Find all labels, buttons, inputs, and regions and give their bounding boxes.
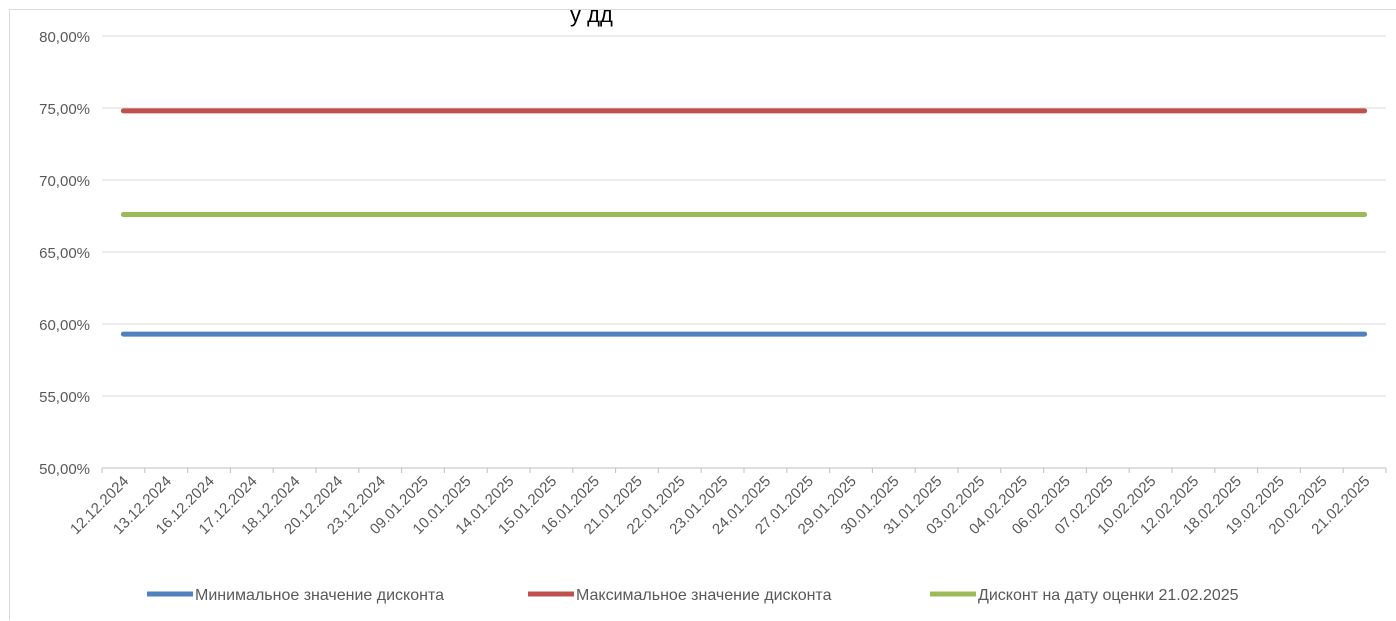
legend-label: Дисконт на дату оценки 21.02.2025 — [978, 587, 1239, 604]
y-tick-label: 75,00% — [39, 101, 90, 118]
y-tick-label: 65,00% — [39, 245, 90, 262]
chart-area: у дд 50,00% 55,00% 60,00% 65,00% 70,00% 75,00… — [9, 2, 1396, 620]
y-tick-label: 60,00% — [39, 317, 90, 334]
y-tick-label: 70,00% — [39, 173, 90, 190]
legend-label: Минимальное значение дисконта — [195, 587, 444, 604]
line-chart: 50,00% 55,00% 60,00% 65,00% 70,00% 75,00% 80,0… — [39, 29, 1387, 604]
legend-label: Максимальное значение дисконта — [576, 587, 832, 604]
y-tick-label: 80,00% — [39, 29, 90, 46]
chart-title-fragment: у дд — [570, 2, 613, 27]
y-tick-label: 50,00% — [39, 461, 90, 478]
y-tick-label: 55,00% — [39, 389, 90, 406]
